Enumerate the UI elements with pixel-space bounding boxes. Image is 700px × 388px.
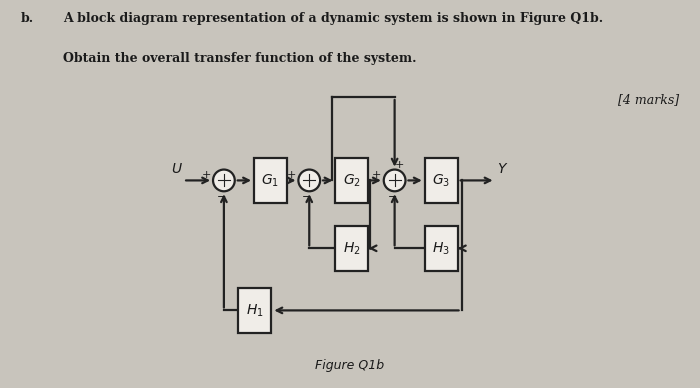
FancyBboxPatch shape: [239, 288, 272, 333]
Text: U: U: [171, 162, 181, 176]
Text: $G_2$: $G_2$: [343, 172, 361, 189]
Text: A block diagram representation of a dynamic system is shown in Figure Q1b.: A block diagram representation of a dyna…: [63, 12, 603, 25]
FancyBboxPatch shape: [254, 158, 287, 203]
Text: Figure Q1b: Figure Q1b: [316, 359, 384, 372]
FancyBboxPatch shape: [335, 226, 368, 271]
Text: b.: b.: [21, 12, 34, 25]
Text: +: +: [202, 170, 211, 180]
Text: +: +: [372, 170, 382, 180]
Text: $H_2$: $H_2$: [343, 240, 360, 256]
FancyBboxPatch shape: [425, 158, 458, 203]
FancyBboxPatch shape: [425, 226, 458, 271]
Text: $H_3$: $H_3$: [433, 240, 450, 256]
Circle shape: [213, 170, 234, 191]
Circle shape: [384, 170, 405, 191]
Text: +: +: [395, 160, 405, 170]
Text: Obtain the overall transfer function of the system.: Obtain the overall transfer function of …: [63, 52, 416, 66]
Text: +: +: [287, 170, 296, 180]
Text: Y: Y: [498, 162, 506, 176]
Text: −: −: [302, 192, 312, 202]
FancyBboxPatch shape: [335, 158, 368, 203]
Text: −: −: [387, 192, 397, 202]
Text: $G_3$: $G_3$: [432, 172, 450, 189]
Text: [4 marks]: [4 marks]: [618, 93, 679, 106]
Circle shape: [298, 170, 320, 191]
Text: $G_1$: $G_1$: [262, 172, 279, 189]
Text: $H_1$: $H_1$: [246, 302, 264, 319]
Text: −: −: [217, 192, 226, 202]
